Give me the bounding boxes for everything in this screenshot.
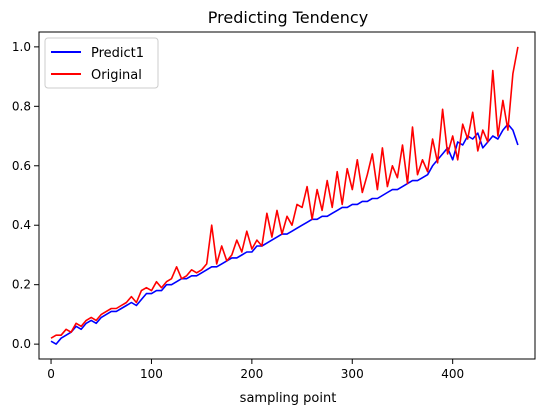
y-tick-label: 1.0 <box>12 40 31 54</box>
y-tick-label: 0.4 <box>12 218 31 232</box>
legend-label-predict1: Predict1 <box>91 46 144 61</box>
plot-area <box>38 31 536 360</box>
x-tick-label: 400 <box>441 367 464 381</box>
y-tick-label: 0.6 <box>12 159 31 173</box>
y-tick-label: 0.2 <box>12 278 31 292</box>
x-tick-label: 300 <box>341 367 364 381</box>
x-tick-label: 200 <box>240 367 263 381</box>
x-axis-label: sampling point <box>240 391 337 406</box>
x-axis: 0 100 200 300 400 <box>47 359 464 381</box>
series-line-original <box>50 46 519 339</box>
legend: Predict1 Original <box>44 37 159 89</box>
series-line-predict1 <box>50 123 519 345</box>
y-axis: 0.0 0.2 0.4 0.6 0.8 1.0 <box>12 40 39 351</box>
y-tick-label: 0.8 <box>12 99 31 113</box>
x-tick-label: 0 <box>47 367 55 381</box>
series-layer <box>50 46 519 345</box>
y-tick-label: 0.0 <box>12 337 31 351</box>
x-tick-label: 100 <box>140 367 163 381</box>
legend-label-original: Original <box>91 68 142 83</box>
plot-frame <box>38 31 536 360</box>
legend-frame <box>44 37 159 89</box>
chart-title: Predicting Tendency <box>208 8 368 27</box>
